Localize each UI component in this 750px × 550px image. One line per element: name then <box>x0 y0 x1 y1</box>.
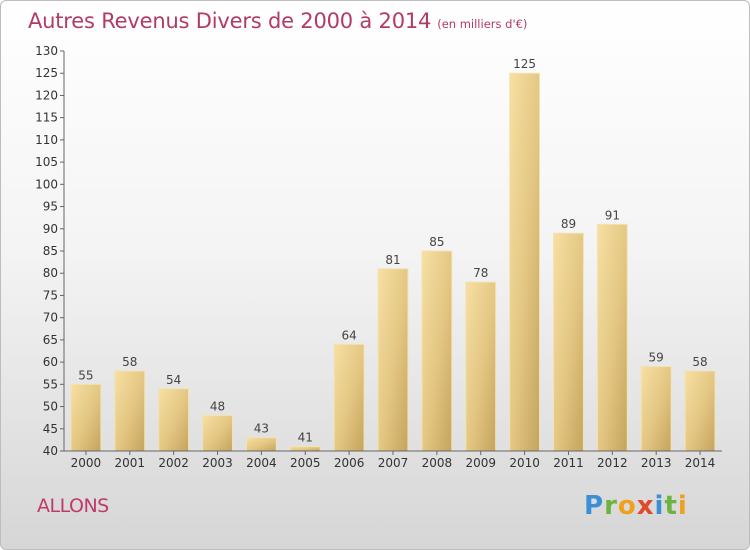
y-tick-label: 85 <box>43 244 58 258</box>
y-tick-label: 50 <box>43 400 58 414</box>
chart-title-unit: (en milliers d'€) <box>437 17 528 31</box>
bar-2005 <box>289 446 321 452</box>
y-axis: 40 45 50 55 60 65 70 75 80 85 90 95 100 105 110 115 120 1… <box>35 44 65 458</box>
x-tick-label: 2003 <box>202 456 233 470</box>
logo-letter: t <box>664 491 678 521</box>
y-tick-label: 80 <box>43 266 58 280</box>
y-tick-label: 65 <box>43 333 58 347</box>
y-tick-label: 130 <box>35 44 58 58</box>
bar-2013 <box>640 366 672 452</box>
x-tick-label: 2000 <box>71 456 102 470</box>
bar-2011 <box>553 232 584 452</box>
chart-title-main: Autres Revenus Divers de 2000 à 2014 <box>28 9 432 33</box>
logo-letter: P <box>584 491 605 521</box>
chart-title: Autres Revenus Divers de 2000 à 2014 (en … <box>28 9 527 33</box>
proxiti-logo: Proxiti <box>584 491 688 521</box>
y-tick-label: 60 <box>43 355 58 369</box>
value-label: 58 <box>692 355 707 369</box>
x-tick-label: 2007 <box>378 456 409 470</box>
value-label: 64 <box>341 328 356 342</box>
value-label: 125 <box>513 57 536 71</box>
bar-2004 <box>245 437 277 452</box>
x-tick-label: 2010 <box>509 456 540 470</box>
x-axis: 2000 2001 2002 2003 2004 2005 2006 2007 2008 2009… <box>64 450 722 470</box>
value-label: 59 <box>649 351 664 365</box>
x-tick-label: 2004 <box>246 456 277 470</box>
value-label: 91 <box>605 208 620 222</box>
x-tick-label: 2012 <box>597 456 628 470</box>
y-tick-label: 125 <box>35 66 58 80</box>
x-tick-label: 2005 <box>290 456 321 470</box>
value-label: 89 <box>561 217 576 231</box>
bar-2010 <box>509 72 541 452</box>
y-tick-label: 115 <box>35 111 58 125</box>
value-label: 81 <box>385 253 400 267</box>
y-tick-label: 55 <box>43 377 58 391</box>
y-tick-label: 120 <box>35 88 58 102</box>
bar-2007 <box>377 268 409 452</box>
y-tick-label: 40 <box>43 444 58 458</box>
y-tick-label: 110 <box>35 133 58 147</box>
logo-letter: i <box>677 491 688 521</box>
bars-group <box>70 72 716 452</box>
y-tick-label: 105 <box>35 155 58 169</box>
value-label: 78 <box>473 266 488 280</box>
bar-2006 <box>333 343 365 452</box>
value-label: 41 <box>298 431 313 445</box>
bar-2009 <box>465 281 497 452</box>
value-labels: 55 58 54 48 43 41 64 81 85 78 125 89 91 59 58 <box>78 57 707 444</box>
bar-2014 <box>684 370 716 452</box>
y-tick-label: 90 <box>43 222 58 236</box>
value-label: 55 <box>78 368 93 382</box>
commune-name: ALLONS <box>37 495 109 517</box>
value-label: 58 <box>122 355 137 369</box>
x-tick-label: 2008 <box>422 456 453 470</box>
y-tick-label: 75 <box>43 288 58 302</box>
logo-letter: x <box>636 491 655 521</box>
y-tick-label: 70 <box>43 311 58 325</box>
logo-letter: i <box>654 491 665 521</box>
value-label: 85 <box>429 235 444 249</box>
y-tick-label: 100 <box>35 177 58 191</box>
x-tick-label: 2006 <box>334 456 365 470</box>
bar-2000 <box>70 383 102 452</box>
value-label: 54 <box>166 373 181 387</box>
y-tick-label: 95 <box>43 200 58 214</box>
bar-2003 <box>202 414 233 452</box>
value-label: 43 <box>254 422 269 436</box>
value-label: 48 <box>210 399 225 413</box>
y-tick-label: 45 <box>43 422 58 436</box>
logo-letter: o <box>617 491 637 521</box>
bar-2012 <box>596 223 628 452</box>
x-tick-label: 2009 <box>465 456 496 470</box>
x-tick-label: 2013 <box>641 456 672 470</box>
logo-letter: r <box>604 491 618 521</box>
bar-2002 <box>158 388 190 452</box>
bar-2001 <box>114 370 146 452</box>
x-tick-label: 2011 <box>553 456 584 470</box>
x-tick-label: 2014 <box>685 456 716 470</box>
bar-2008 <box>421 250 453 452</box>
x-tick-label: 2001 <box>115 456 146 470</box>
x-tick-label: 2002 <box>158 456 189 470</box>
